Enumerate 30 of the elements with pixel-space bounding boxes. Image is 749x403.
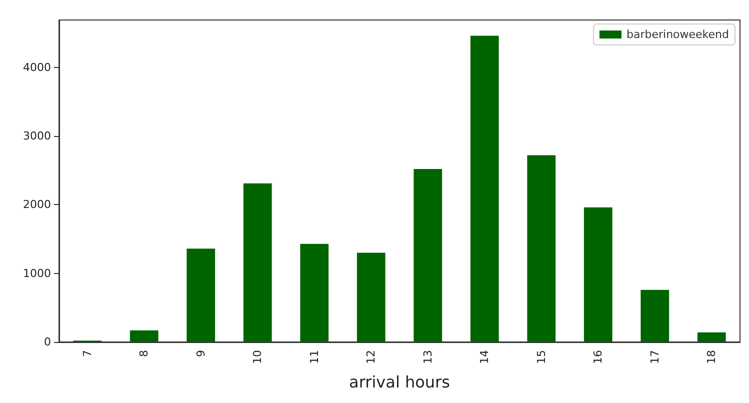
bar <box>584 207 612 342</box>
y-tick-label: 2000 <box>23 198 51 212</box>
x-tick-label: 9 <box>194 350 208 357</box>
bar <box>527 155 556 342</box>
y-tick-label: 0 <box>44 336 51 348</box>
x-tick-label: 11 <box>308 350 321 364</box>
x-tick-label: 14 <box>478 350 492 364</box>
x-tick-label: 16 <box>592 350 605 364</box>
bar <box>130 330 158 342</box>
bar <box>186 248 216 342</box>
x-tick-label: 18 <box>705 350 718 364</box>
bar <box>300 244 329 342</box>
x-tick-label: 7 <box>80 350 94 357</box>
bar <box>640 290 670 342</box>
bar <box>243 183 272 342</box>
x-axis-title: arrival hours <box>349 372 450 392</box>
y-tick-label: 4000 <box>23 60 51 74</box>
bar <box>697 332 726 342</box>
bar <box>356 252 386 342</box>
x-tick-label: 15 <box>534 350 548 364</box>
bar <box>470 36 499 342</box>
x-tick-label: 8 <box>138 350 151 357</box>
y-tick-label: 1000 <box>23 266 51 280</box>
x-tick-label: 12 <box>364 350 378 364</box>
y-tick-label: 3000 <box>23 130 51 143</box>
x-tick-label: 13 <box>421 350 434 364</box>
legend-label: barberinoweekend <box>626 28 730 41</box>
x-tick-label: 10 <box>251 350 264 364</box>
x-tick-label: 17 <box>648 350 662 364</box>
bar <box>414 168 442 342</box>
